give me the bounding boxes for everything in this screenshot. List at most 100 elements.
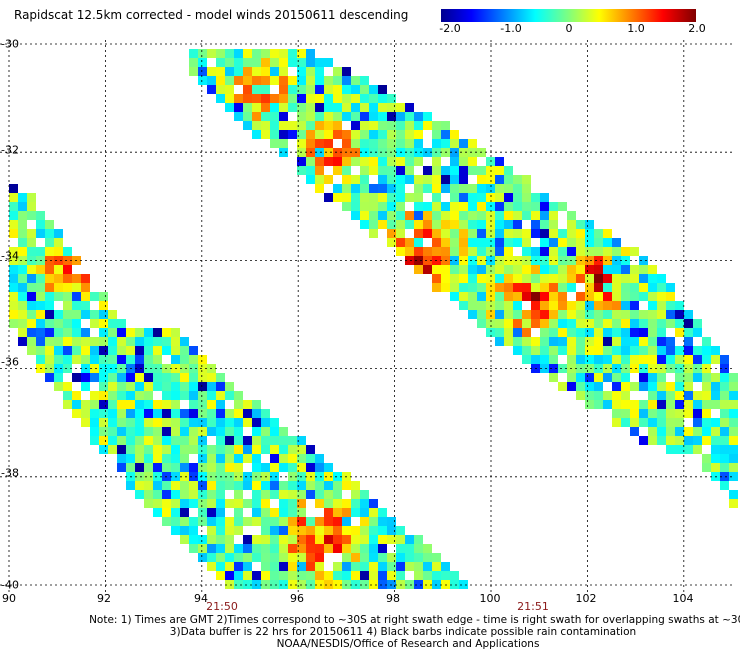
wind-difference-cell [423,544,432,553]
wind-difference-cell [540,211,549,220]
wind-difference-cell [522,355,531,364]
wind-difference-cell [432,238,441,247]
wind-difference-cell [63,319,72,328]
wind-difference-cell [216,67,225,76]
wind-difference-cell [144,436,153,445]
wind-difference-cell [54,346,63,355]
wind-difference-cell [189,526,198,535]
wind-difference-cell [648,382,657,391]
wind-difference-cell [576,328,585,337]
wind-difference-cell [414,571,423,580]
wind-difference-cell [72,301,81,310]
wind-difference-cell [441,562,450,571]
wind-difference-cell [639,274,648,283]
wind-difference-cell [126,481,135,490]
wind-difference-cell [351,481,360,490]
wind-difference-cell [234,580,243,589]
wind-difference-cell [477,193,486,202]
wind-difference-cell [198,400,207,409]
wind-difference-cell [180,427,189,436]
wind-difference-cell [297,436,306,445]
wind-difference-cell [639,328,648,337]
wind-difference-cell [495,247,504,256]
wind-difference-cell [450,238,459,247]
wind-difference-cell [504,256,513,265]
wind-difference-cell [279,85,288,94]
wind-difference-cell [450,202,459,211]
wind-difference-cell [378,553,387,562]
wind-difference-cell [243,553,252,562]
wind-difference-cell [468,301,477,310]
wind-difference-cell [612,283,621,292]
wind-difference-cell [81,382,90,391]
wind-difference-cell [189,58,198,67]
wind-difference-cell [90,427,99,436]
wind-difference-cell [495,274,504,283]
wind-difference-cell [432,283,441,292]
wind-difference-cell [270,472,279,481]
wind-difference-cell [513,175,522,184]
wind-difference-cell [450,130,459,139]
wind-difference-cell [414,256,423,265]
wind-difference-cell [306,58,315,67]
wind-difference-cell [576,301,585,310]
wind-difference-cell [594,310,603,319]
wind-difference-cell [522,238,531,247]
wind-difference-cell [684,445,693,454]
wind-difference-cell [369,85,378,94]
wind-difference-cell [414,157,423,166]
wind-difference-cell [270,571,279,580]
wind-difference-cell [126,427,135,436]
wind-difference-cell [279,121,288,130]
colorbar-tick-label: -1.0 [500,22,522,35]
wind-difference-cell [639,283,648,292]
wind-difference-cell [603,319,612,328]
wind-difference-cell [387,202,396,211]
wind-difference-cell [549,265,558,274]
wind-difference-cell [378,535,387,544]
wind-difference-cell [99,436,108,445]
wind-difference-cell [261,562,270,571]
wind-difference-cell [324,571,333,580]
wind-difference-cell [702,337,711,346]
wind-difference-cell [324,139,333,148]
wind-difference-cell [396,130,405,139]
wind-difference-cell [432,193,441,202]
wind-difference-cell [333,148,342,157]
wind-difference-cell [531,283,540,292]
wind-difference-cell [540,319,549,328]
wind-difference-cell [162,409,171,418]
wind-difference-cell [189,67,198,76]
wind-difference-cell [135,337,144,346]
colorbar-tick-label: 0 [565,22,573,35]
wind-difference-cell [504,319,513,328]
wind-difference-cell [306,454,315,463]
wind-difference-cell [360,517,369,526]
wind-difference-cell [351,490,360,499]
wind-difference-cell [423,580,432,589]
wind-difference-cell [198,364,207,373]
wind-difference-cell [585,346,594,355]
wind-difference-cell [369,139,378,148]
wind-difference-cell [432,562,441,571]
wind-difference-cell [54,382,63,391]
wind-difference-cell [180,517,189,526]
wind-difference-cell [495,193,504,202]
wind-difference-cell [369,220,378,229]
wind-difference-cell [306,544,315,553]
wind-difference-cell [630,418,639,427]
wind-difference-cell [378,562,387,571]
wind-difference-cell [180,472,189,481]
wind-difference-cell [117,400,126,409]
wind-difference-cell [171,508,180,517]
wind-difference-cell [702,409,711,418]
wind-difference-cell [450,193,459,202]
wind-difference-cell [99,355,108,364]
wind-difference-cell [630,310,639,319]
wind-difference-cell [549,202,558,211]
wind-difference-cell [126,409,135,418]
wind-difference-cell [639,319,648,328]
wind-difference-cell [270,112,279,121]
wind-difference-cell [90,337,99,346]
wind-difference-cell [243,409,252,418]
